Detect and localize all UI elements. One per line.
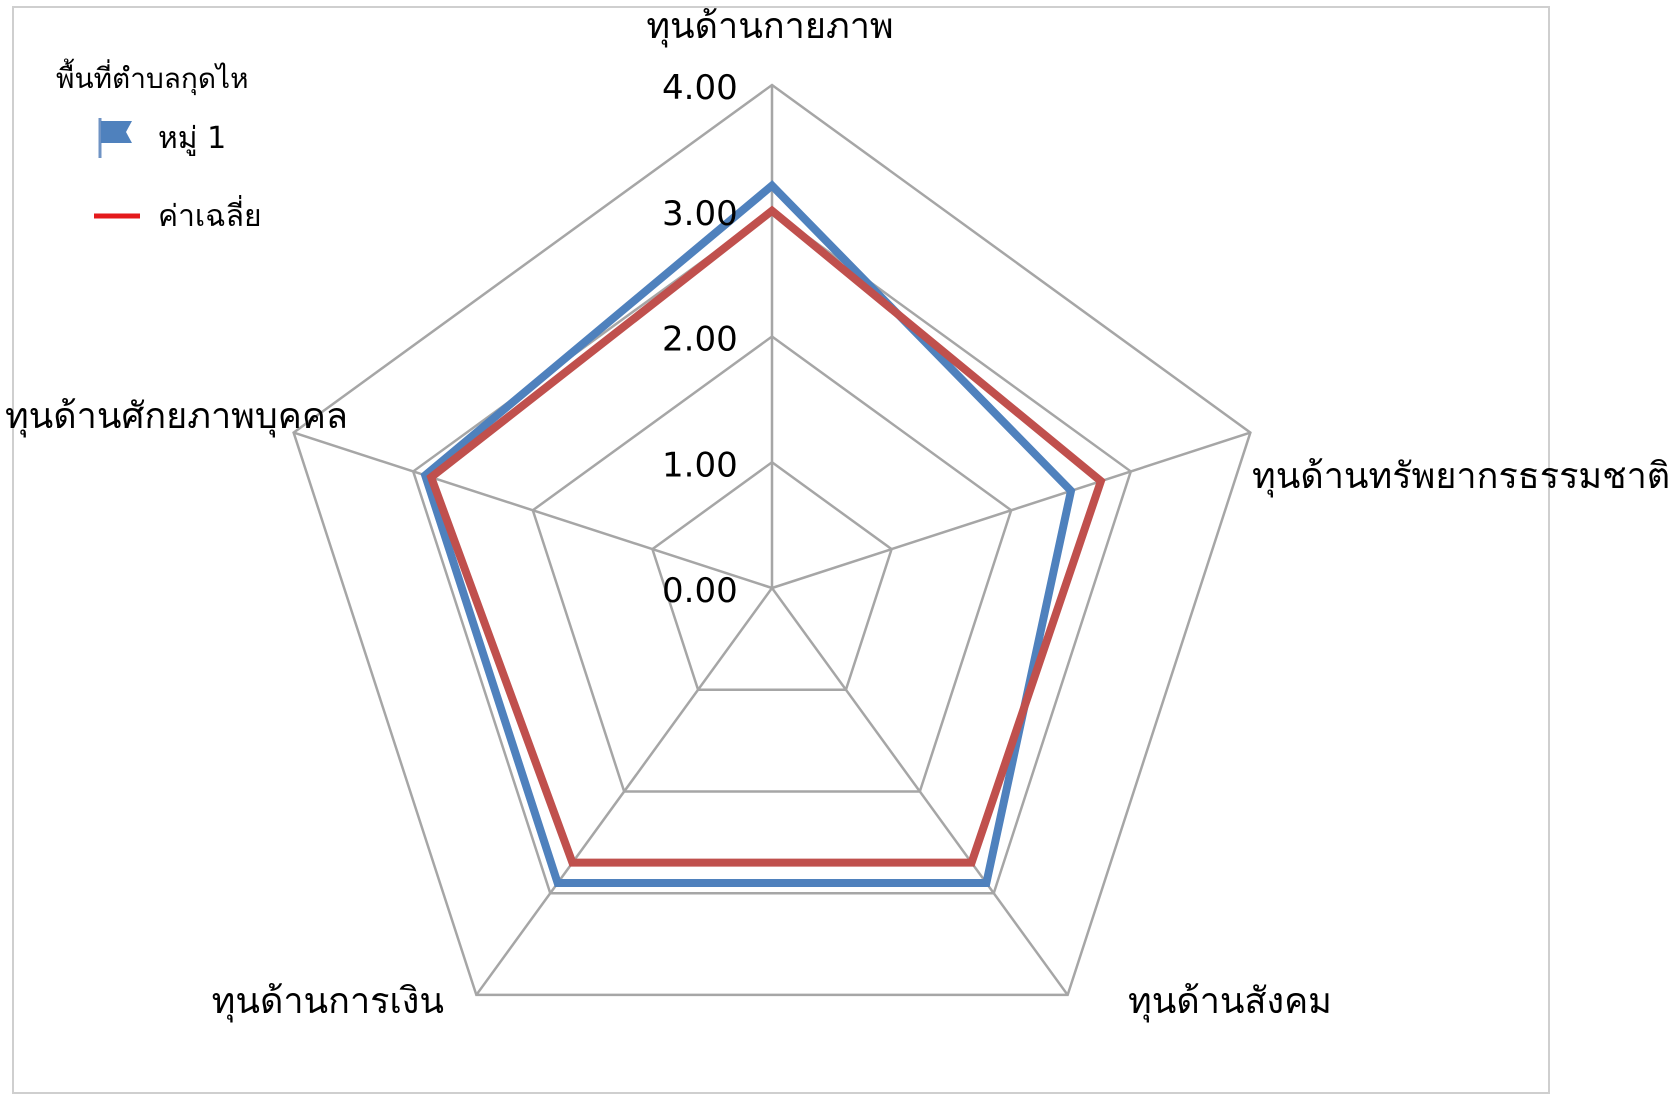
axis-spoke-3	[770, 587, 1069, 996]
grid-ring-4	[292, 83, 1252, 997]
chart-frame	[12, 6, 1550, 1094]
series-2-line	[426, 205, 1106, 867]
legend-title: พื้นที่ตำบลกุดไห	[56, 58, 249, 96]
axis-label-1: ทุนด้านกายภาพ	[646, 6, 893, 48]
axis-spoke-5	[293, 431, 773, 590]
axis-label-2: ทุนด้านทรัพยากรธรรมชาติ	[1252, 456, 1670, 498]
grid-layer	[292, 83, 1252, 997]
grid-ring-2	[531, 334, 1013, 793]
grid-ring-3	[411, 209, 1133, 895]
legend-entry-series-1: หมู่ 1	[98, 118, 226, 158]
axis-spoke-2	[771, 431, 1251, 590]
series-1-line	[420, 180, 1076, 888]
axis-label-3: ทุนด้านสังคม	[1128, 981, 1332, 1023]
grid-ring-1	[650, 460, 894, 691]
legend-entry-series-2: ค่าเฉลี่ย	[94, 195, 262, 234]
legend: พื้นที่ตำบลกุดไห หมู่ 1 ค่าเฉลี่ย	[56, 58, 262, 234]
flag-icon	[98, 118, 132, 158]
legend-label-series-1: หมู่ 1	[158, 121, 226, 156]
axis-label-4: ทุนด้านการเงิน	[212, 981, 444, 1023]
tick-label-4: 4.00	[662, 68, 738, 108]
tick-label-3: 3.00	[662, 194, 738, 234]
legend-label-series-2: ค่าเฉลี่ย	[158, 195, 262, 234]
axis-spoke-4	[475, 587, 774, 996]
series-layer	[420, 180, 1106, 888]
axis-label-5: ทุนด้านศักยภาพบุคคล	[5, 396, 348, 438]
tick-label-1: 1.00	[662, 445, 738, 485]
tick-label-2: 2.00	[662, 320, 738, 360]
tick-label-0: 0.00	[662, 571, 738, 611]
tick-labels: 0.00 1.00 2.00 3.00 4.00	[662, 68, 738, 611]
axis-labels: ทุนด้านกายภาพทุนด้านทรัพยากรธรรมชาติทุนด…	[5, 6, 1670, 1023]
